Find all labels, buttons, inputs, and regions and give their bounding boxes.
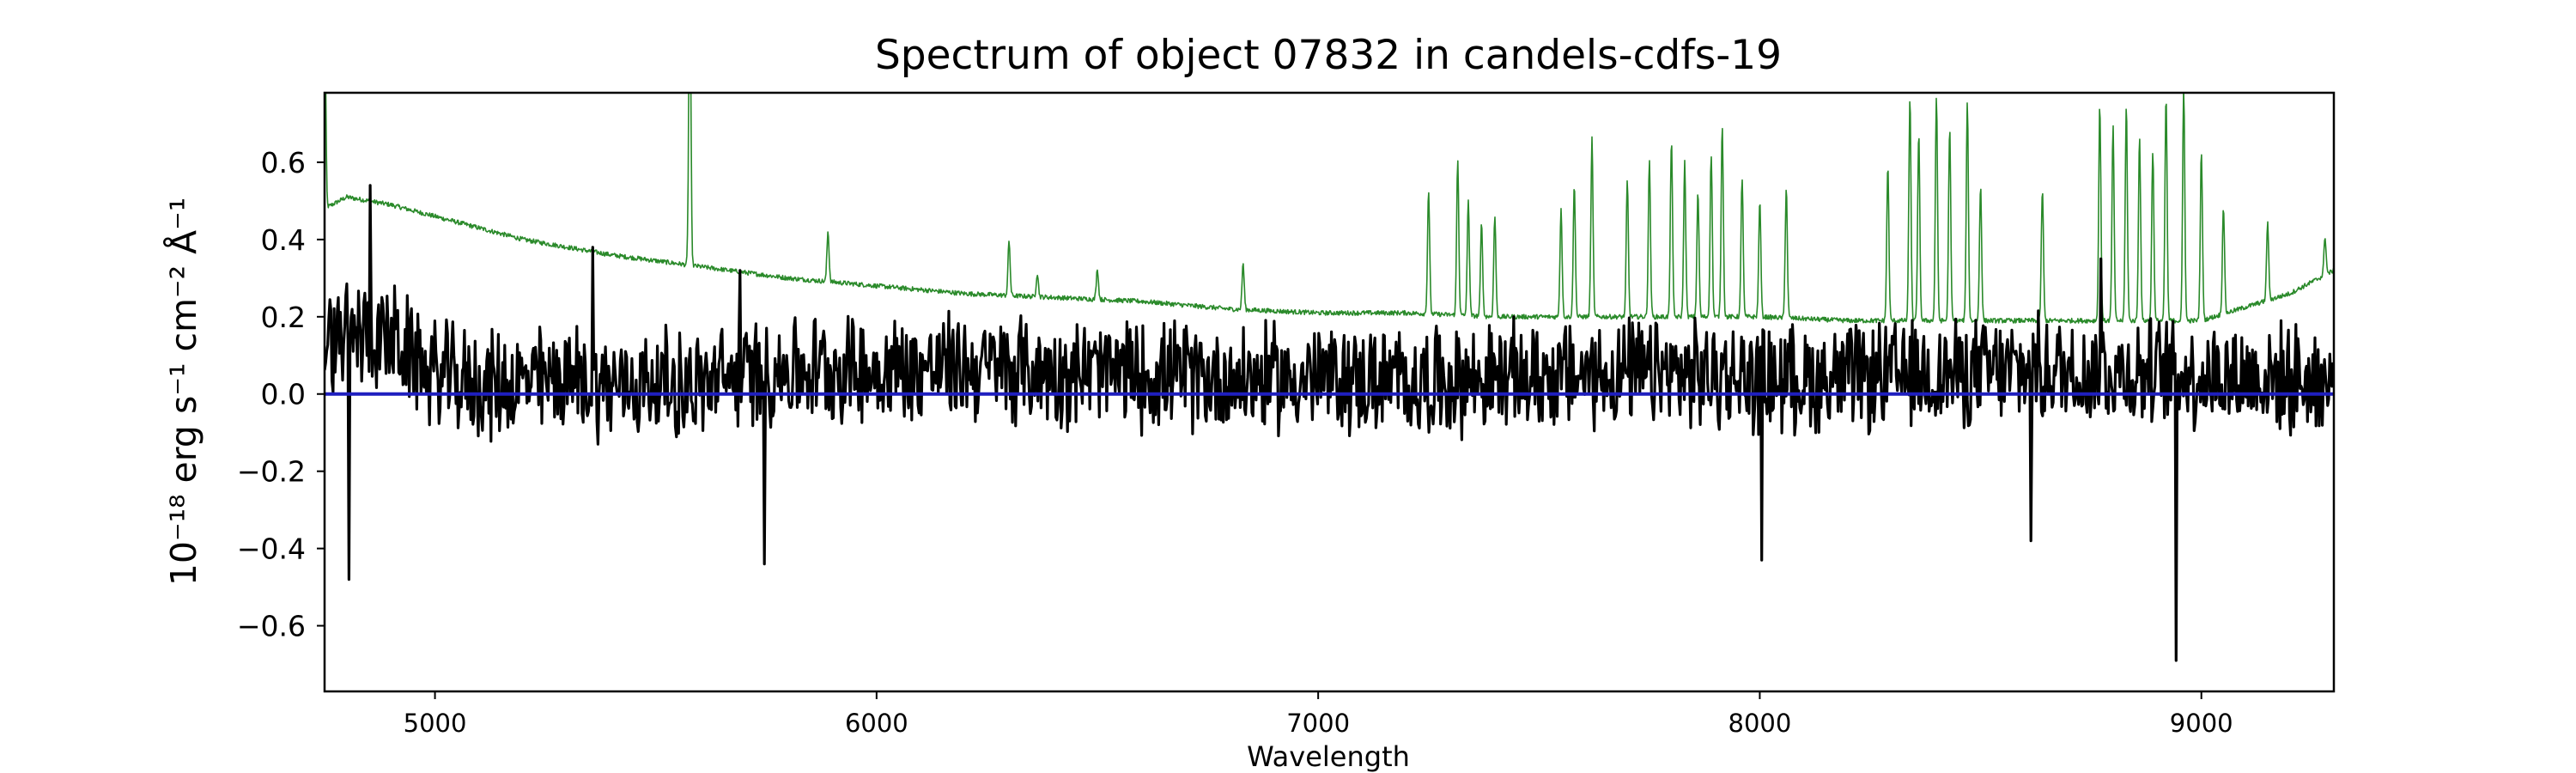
- x-axis-ticks: 5000 6000 7000 8000 9000: [404, 691, 2233, 738]
- y-axis-ticks: 0.6 0.4 0.2 0.0 −0.2 −0.4 −0.6: [237, 146, 325, 643]
- x-tick-label: 7000: [1286, 709, 1350, 738]
- y-tick-label: −0.6: [237, 610, 306, 643]
- series-line-sky: [325, 93, 2334, 324]
- x-tick-label: 5000: [404, 709, 467, 738]
- plot-frame: [323, 91, 2336, 693]
- x-tick-label: 8000: [1728, 709, 1792, 738]
- y-tick-label: 0.2: [261, 301, 306, 334]
- x-tick-label: 9000: [2170, 709, 2233, 738]
- series-layer: [325, 93, 2334, 662]
- y-tick-label: −0.2: [237, 455, 306, 489]
- series-line-flux: [325, 184, 2334, 662]
- y-tick-label: −0.4: [237, 533, 306, 566]
- x-axis-label: Wavelength: [1247, 740, 1410, 773]
- x-tick-label: 6000: [845, 709, 908, 738]
- chart-title: Spectrum of object 07832 in candels-cdfs…: [875, 32, 1782, 79]
- y-tick-label: 0.0: [261, 378, 306, 411]
- y-axis-label: 10⁻¹⁸ erg s⁻¹ cm⁻² Å⁻¹: [163, 198, 204, 586]
- y-tick-label: 0.4: [261, 223, 306, 257]
- y-tick-label: 0.6: [261, 146, 306, 180]
